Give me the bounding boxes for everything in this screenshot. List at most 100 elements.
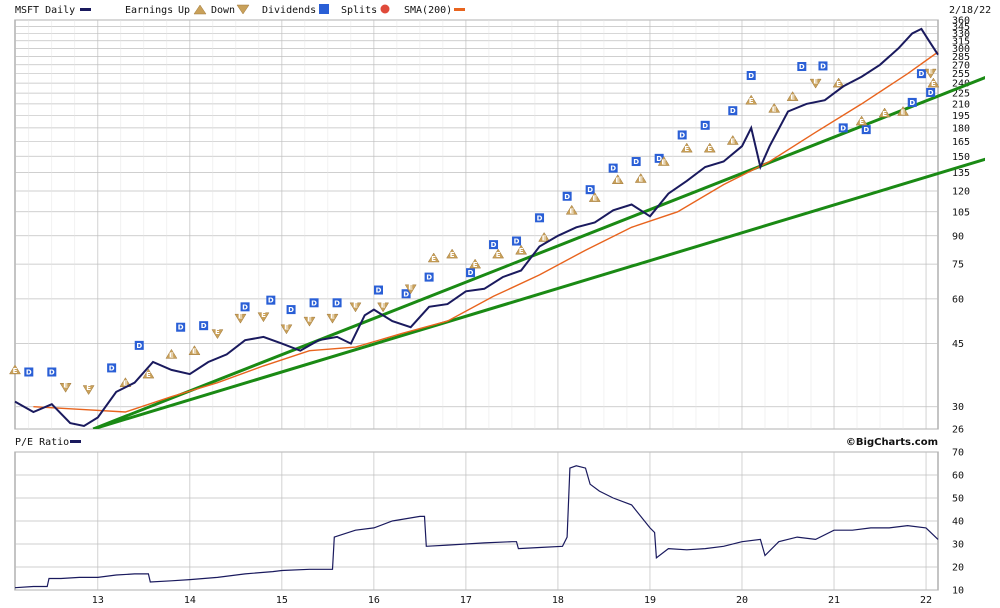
earnings-marker: [809, 78, 822, 89]
dividend-marker: [424, 272, 434, 282]
earnings-marker: [188, 345, 201, 355]
dividend-marker: [562, 191, 572, 201]
legend-earnings: Earnings: [125, 5, 173, 16]
dividend-marker-letter: D: [799, 63, 805, 71]
price-y-tick: 345: [952, 22, 970, 33]
dividend-marker-letter: D: [334, 299, 340, 307]
earnings-marker: [611, 174, 624, 184]
earnings-marker: [257, 312, 270, 323]
dividend-marker: [916, 69, 926, 79]
x-tick-label: 14: [184, 595, 196, 606]
price-y-tick: 330: [952, 29, 970, 40]
x-tick-label: 17: [460, 595, 472, 606]
earnings-marker: [855, 115, 868, 126]
dividend-marker-letter: D: [426, 274, 432, 282]
dividend-marker: [401, 289, 411, 299]
earnings-marker-letter: E: [772, 105, 777, 113]
pe-series: [14, 465, 939, 589]
earnings-marker-letter: E: [86, 384, 91, 392]
dividend-marker-letter: D: [820, 62, 826, 70]
price-y-tick: 255: [952, 69, 970, 80]
pe-y-tick: 60: [952, 471, 964, 482]
earnings-marker: [703, 142, 716, 153]
pe-y-tick: 50: [952, 494, 964, 505]
earnings-marker: [786, 91, 799, 101]
earnings-marker-letter: E: [450, 251, 455, 259]
price-grid: [15, 19, 938, 430]
dividend-marker-letter: D: [919, 70, 925, 78]
price-y-tick: 165: [952, 137, 970, 148]
sma-line: [33, 51, 939, 413]
earnings-marker-letter: E: [542, 234, 547, 242]
price-y-tick: 105: [952, 207, 970, 218]
earnings-marker: [745, 94, 758, 105]
dividend-marker: [24, 367, 34, 377]
legend-up: Up: [178, 5, 190, 16]
pe-y-tick: 70: [952, 448, 964, 459]
price-line: [14, 27, 939, 428]
dividend-marker-letter: D: [311, 299, 317, 307]
dividend-marker: [907, 97, 917, 107]
pe-grid: [15, 451, 938, 591]
dividend-marker-letter: D: [633, 158, 639, 166]
earnings-marker: [234, 313, 247, 324]
earnings-marker: [924, 68, 937, 79]
dividend-marker-letter: D: [136, 342, 142, 350]
earnings-marker-letter: E: [931, 80, 936, 88]
price-y-tick: 270: [952, 60, 970, 71]
earnings-marker-letter: E: [215, 328, 220, 336]
dividend-marker: [134, 340, 144, 350]
earnings-marker-letter: E: [790, 94, 795, 102]
earnings-marker: [657, 156, 670, 166]
price-y-tick: 26: [952, 425, 964, 436]
price-y-axis: 2630456075901051201351501651801952102252…: [952, 16, 970, 436]
earnings-marker-letter: E: [408, 283, 413, 291]
sma-legend-swatch: [454, 8, 465, 11]
earnings-marker-letter: E: [592, 195, 597, 203]
x-tick-label: 13: [92, 595, 104, 606]
split-icon: [380, 4, 390, 14]
earnings-marker: [82, 385, 95, 396]
price-y-tick: 90: [952, 231, 964, 242]
dividend-marker-letter: D: [242, 303, 248, 311]
dividend-marker-letter: D: [730, 107, 736, 115]
dividend-marker: [861, 125, 871, 135]
dividend-marker: [240, 302, 250, 312]
earnings-marker: [878, 107, 891, 118]
price-y-tick: 360: [952, 16, 970, 27]
earnings-marker-letter: E: [615, 177, 620, 185]
earnings-marker-letter: E: [307, 316, 312, 324]
earnings-marker: [404, 284, 417, 295]
earnings-marker-letter: E: [749, 97, 754, 105]
earnings-marker-letter: E: [13, 367, 18, 375]
earnings-marker-letter: E: [123, 380, 128, 388]
dividend-marker-letter: D: [537, 214, 543, 222]
dividend-marker-letter: D: [109, 364, 115, 372]
dividend-marker: [654, 153, 664, 163]
dividend-marker: [631, 157, 641, 167]
earnings-marker: [349, 302, 362, 313]
dividend-marker: [838, 123, 848, 133]
earnings-marker-letter: E: [836, 80, 841, 88]
dividend-marker: [535, 213, 545, 223]
x-tick-label: 19: [644, 595, 656, 606]
x-tick-label: 21: [828, 595, 840, 606]
dividend-marker: [700, 120, 710, 130]
x-tick-label: 22: [920, 595, 932, 606]
earnings-marker-letter: E: [859, 118, 864, 126]
legend-date: 2/18/22: [949, 5, 991, 16]
dividend-marker: [199, 321, 209, 331]
legend-splits: Splits: [341, 5, 377, 16]
dividend-marker-letter: D: [679, 131, 685, 139]
dividend-marker: [797, 62, 807, 72]
earnings-marker: [446, 248, 459, 259]
dividend-marker: [332, 298, 342, 308]
dividend-marker-letter: D: [49, 369, 55, 377]
earnings-marker: [427, 252, 440, 263]
pe-line: [14, 465, 939, 589]
earnings-marker-letter: E: [569, 207, 574, 215]
earnings-marker-letter: E: [146, 371, 151, 379]
earnings-marker-letter: E: [519, 247, 524, 255]
price-y-tick: 75: [952, 260, 964, 271]
price-y-tick: 240: [952, 79, 970, 90]
